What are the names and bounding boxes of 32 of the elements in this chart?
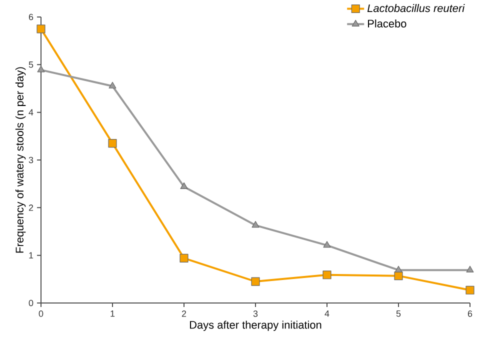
x-tick-label: 2: [182, 310, 186, 317]
y-tick-label: 2: [28, 204, 34, 211]
legend-label: Placebo: [368, 19, 406, 28]
y-tick-label: 1: [29, 252, 34, 258]
point: [394, 272, 403, 280]
x-tick-label: 3: [253, 310, 258, 317]
legend-label: Lactobacillus reuteri: [367, 4, 465, 12]
x-axis-title: Days after therapy initiation: [190, 320, 322, 331]
y-tick-label: 6: [28, 14, 34, 20]
point: [394, 266, 402, 272]
point: [180, 182, 188, 189]
point: [108, 82, 116, 88]
y-tick-label: 5: [28, 62, 34, 68]
y-tick-label: 0: [28, 300, 34, 306]
point: [180, 254, 188, 262]
point: [252, 221, 260, 228]
point: [322, 270, 332, 280]
x-tick-label: 4: [324, 310, 330, 317]
point: [36, 24, 46, 34]
x-tick-label: 1: [110, 310, 115, 317]
y-axis-title: Frequency of watery stools (n per day): [15, 67, 26, 253]
point: [37, 66, 45, 72]
x-tick-label: 5: [396, 310, 401, 317]
point: [466, 286, 474, 294]
x-tick-label: 0: [38, 310, 44, 317]
point: [466, 266, 474, 272]
y-tick-label: 3: [28, 156, 34, 164]
point: [323, 241, 331, 248]
point: [251, 277, 260, 286]
point: [108, 139, 117, 148]
x-tick-label: 6: [468, 310, 472, 317]
y-tick-label: 4: [28, 109, 34, 116]
